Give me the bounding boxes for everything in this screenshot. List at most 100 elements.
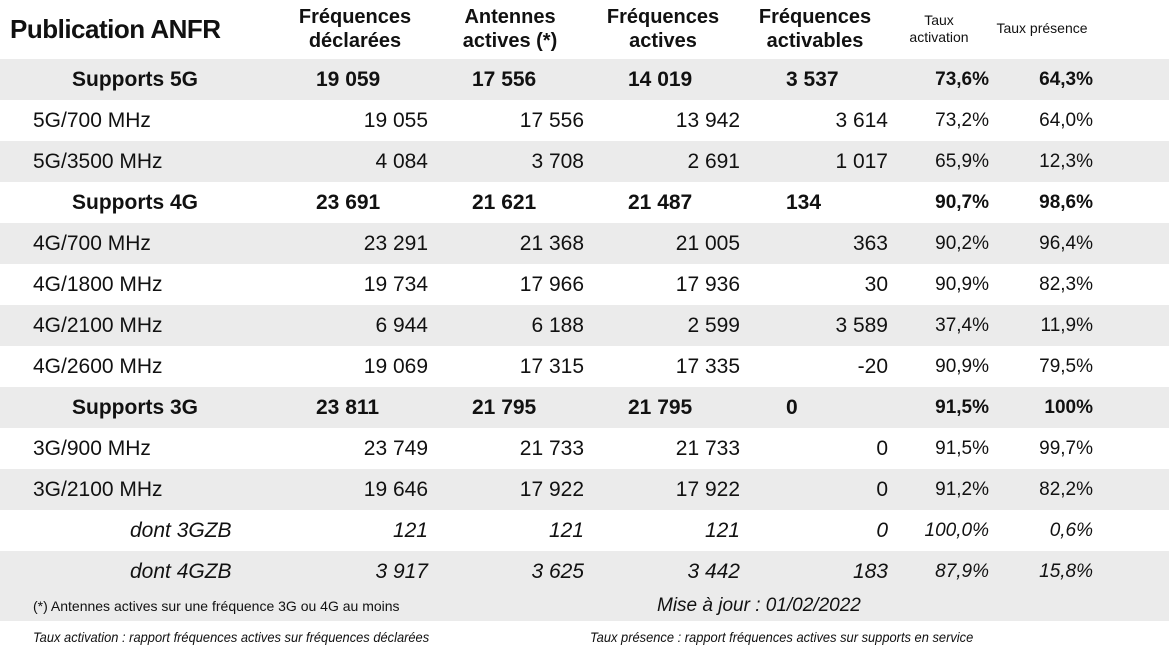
row-label: 4G/1800 MHz [33, 273, 163, 296]
footer-definitions-row: Taux activation : rapport fréquences act… [0, 621, 1169, 655]
cell-frequences-declarees: 23 691 [316, 191, 381, 214]
cell-frequences-activables: 0 [876, 519, 888, 542]
cell-antennes-actives: 6 188 [531, 314, 584, 337]
activation-definition: Taux activation : rapport fréquences act… [33, 629, 430, 645]
row-label: Supports 3G [72, 396, 199, 419]
cell-antennes-actives: 121 [548, 519, 584, 542]
cell-antennes-actives: 17 966 [519, 273, 584, 296]
cell-taux-presence: 98,6% [1039, 192, 1093, 213]
header-line: Fréquences [758, 6, 872, 28]
row-label: Supports 5G [72, 68, 199, 91]
table-row: 4G/1800 MHz 19 734 17 966 17 936 30 90,9% 82,3… [0, 264, 1169, 305]
row-label: 4G/2600 MHz [33, 355, 163, 378]
table-row: Supports 3G 23 811 21 795 21 795 0 91,5% 100% [0, 387, 1169, 428]
cell-antennes-actives: 21 733 [519, 437, 584, 460]
table-row: Supports 4G 23 691 21 621 21 487 134 90,7% 98,… [0, 182, 1169, 223]
cell-frequences-actives: 21 005 [675, 232, 740, 255]
cell-frequences-activables: 0 [876, 437, 888, 460]
cell-frequences-actives: 21 733 [675, 437, 740, 460]
cell-frequences-declarees: 19 734 [363, 273, 428, 296]
row-label: 5G/3500 MHz [33, 150, 163, 173]
cell-frequences-actives: 2 599 [687, 314, 740, 337]
cell-taux-presence: 64,3% [1039, 69, 1093, 90]
table-row: 3G/2100 MHz 19 646 17 922 17 922 0 91,2% 82,2% [0, 469, 1169, 510]
cell-antennes-actives: 3 625 [531, 560, 584, 583]
cell-antennes-actives: 21 795 [472, 396, 537, 419]
cell-antennes-actives: 17 922 [519, 478, 584, 501]
cell-frequences-activables: 363 [852, 232, 888, 255]
header-frequences-actives: Fréquences actives [603, 5, 723, 53]
row-label: dont 4GZB [130, 560, 232, 583]
header-line: Taux [924, 12, 954, 28]
table-row: dont 4GZB 3 917 3 625 3 442 183 87,9% 15,8% [0, 551, 1169, 592]
cell-taux-presence: 82,2% [1039, 479, 1093, 500]
presence-definition: Taux présence : rapport fréquences activ… [590, 629, 974, 645]
cell-frequences-declarees: 23 749 [363, 437, 428, 460]
cell-frequences-activables: 3 537 [786, 68, 839, 91]
row-label: 4G/700 MHz [33, 232, 151, 255]
cell-taux-presence: 96,4% [1039, 233, 1093, 254]
row-label: 4G/2100 MHz [33, 314, 163, 337]
header-frequences-declarees: Fréquences déclarées [295, 5, 415, 53]
header-taux-activation: Taux activation [900, 12, 978, 46]
cell-frequences-activables: 0 [876, 478, 888, 501]
cell-frequences-actives: 21 795 [628, 396, 693, 419]
cell-taux-presence: 0,6% [1049, 520, 1093, 541]
cell-frequences-activables: -20 [857, 355, 888, 378]
row-label: 3G/2100 MHz [33, 478, 163, 501]
cell-frequences-actives: 21 487 [628, 191, 693, 214]
cell-taux-activation: 73,2% [935, 110, 989, 131]
cell-frequences-actives: 13 942 [675, 109, 740, 132]
header-line: déclarées [308, 30, 402, 52]
cell-taux-activation: 100,0% [924, 520, 989, 541]
cell-frequences-declarees: 19 069 [363, 355, 428, 378]
cell-frequences-actives: 3 442 [687, 560, 740, 583]
cell-taux-activation: 90,7% [935, 192, 989, 213]
cell-antennes-actives: 17 556 [519, 109, 584, 132]
table-row: 5G/3500 MHz 4 084 3 708 2 691 1 017 65,9% 12,3… [0, 141, 1169, 182]
cell-taux-activation: 90,2% [935, 233, 989, 254]
cell-frequences-activables: 1 017 [835, 150, 888, 173]
cell-taux-presence: 100% [1044, 397, 1093, 418]
antennes-footnote: (*) Antennes actives sur une fréquence 3… [33, 598, 400, 614]
row-label: dont 3GZB [130, 519, 232, 542]
cell-taux-activation: 91,2% [935, 479, 989, 500]
cell-antennes-actives: 17 315 [519, 355, 584, 378]
cell-frequences-declarees: 4 084 [375, 150, 428, 173]
cell-frequences-declarees: 23 291 [363, 232, 428, 255]
cell-frequences-actives: 17 936 [675, 273, 740, 296]
cell-frequences-activables: 183 [852, 560, 888, 583]
table-row: 4G/700 MHz 23 291 21 368 21 005 363 90,2% 96,4… [0, 223, 1169, 264]
table-row: 5G/700 MHz 19 055 17 556 13 942 3 614 73,2% 64… [0, 100, 1169, 141]
cell-taux-presence: 64,0% [1039, 110, 1093, 131]
header-line: actives (*) [462, 30, 558, 52]
cell-frequences-declarees: 19 646 [363, 478, 428, 501]
header-line: Fréquences [298, 6, 412, 28]
header-line: actives [629, 30, 697, 52]
cell-frequences-declarees: 6 944 [375, 314, 428, 337]
cell-antennes-actives: 21 621 [472, 191, 537, 214]
cell-frequences-activables: 3 614 [835, 109, 888, 132]
cell-taux-presence: 11,9% [1040, 315, 1093, 336]
cell-taux-activation: 73,6% [935, 69, 989, 90]
cell-antennes-actives: 17 556 [472, 68, 537, 91]
table-row: 4G/2100 MHz 6 944 6 188 2 599 3 589 37,4% 11,9… [0, 305, 1169, 346]
cell-frequences-actives: 14 019 [628, 68, 693, 91]
cell-frequences-actives: 121 [704, 519, 740, 542]
cell-taux-activation: 91,5% [935, 438, 989, 459]
cell-frequences-activables: 3 589 [835, 314, 888, 337]
cell-taux-activation: 37,4% [935, 315, 989, 336]
cell-frequences-activables: 0 [786, 396, 798, 419]
cell-taux-presence: 12,3% [1039, 151, 1093, 172]
cell-frequences-actives: 17 922 [675, 478, 740, 501]
footer-info-row: (*) Antennes actives sur une fréquence 3… [0, 592, 1169, 621]
row-label: 3G/900 MHz [33, 437, 151, 460]
header-taux-presence: Taux présence [996, 20, 1088, 36]
cell-frequences-declarees: 121 [392, 519, 428, 542]
cell-frequences-actives: 2 691 [687, 150, 740, 173]
header-line: activables [766, 30, 864, 52]
table-row: Supports 5G 19 059 17 556 14 019 3 537 73,6% 6… [0, 59, 1169, 100]
cell-taux-presence: 15,8% [1039, 561, 1093, 582]
table-row: dont 3GZB 121 121 121 0 100,0% 0,6% [0, 510, 1169, 551]
cell-taux-activation: 90,9% [935, 274, 989, 295]
